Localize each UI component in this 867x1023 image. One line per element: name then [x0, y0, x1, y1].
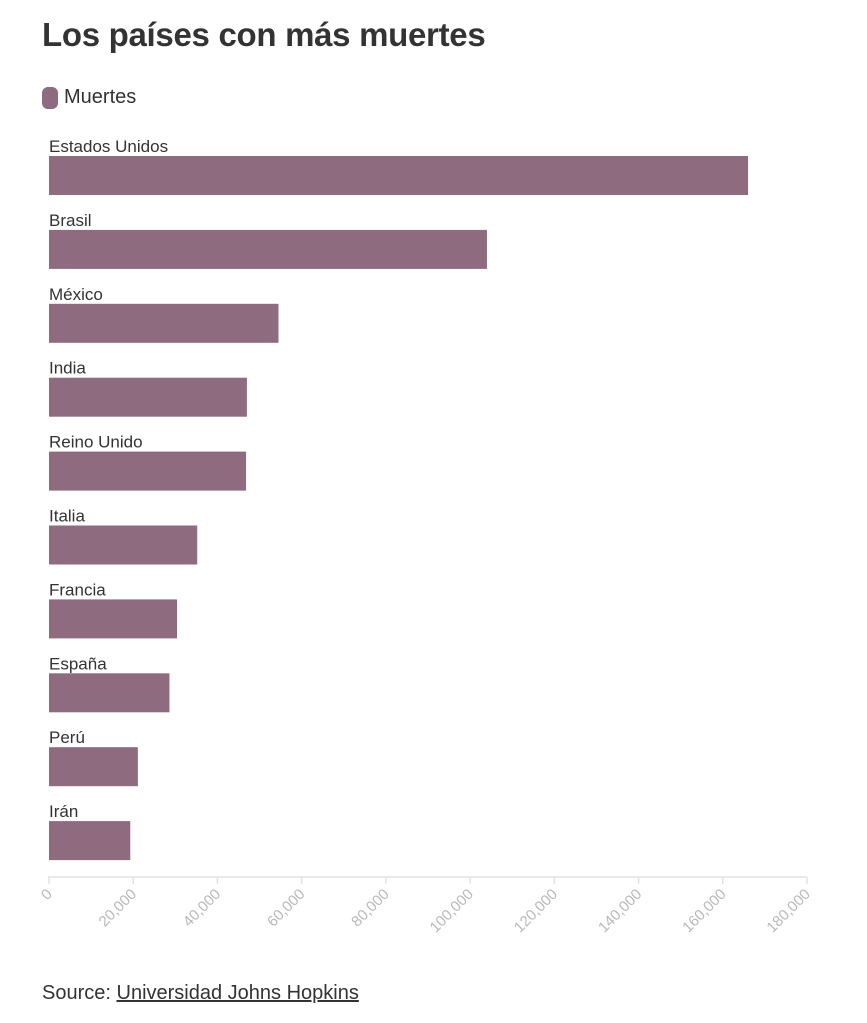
x-tick-label: 0	[38, 886, 56, 904]
category-label: Brasil	[49, 211, 92, 230]
x-tick-label: 80,000	[348, 886, 392, 930]
source-link[interactable]: Universidad Johns Hopkins	[116, 982, 359, 1004]
category-label: Estados Unidos	[49, 137, 168, 156]
x-tick-label: 60,000	[264, 886, 308, 930]
x-tick-label: 40,000	[180, 886, 224, 930]
source-line: Source: Universidad Johns Hopkins	[42, 982, 359, 1005]
bar	[49, 451, 247, 491]
category-label: Perú	[49, 728, 85, 747]
category-label: Reino Unido	[49, 433, 143, 452]
source-prefix: Source:	[42, 982, 111, 1004]
x-tick-label: 140,000	[595, 886, 645, 936]
bar	[49, 673, 170, 713]
bar-chart: Estados Unidos Brasil México India Reino Uni…	[38, 137, 814, 936]
bar	[49, 747, 138, 787]
legend: Muertes	[42, 86, 136, 109]
bar	[49, 525, 198, 565]
category-label: Irán	[49, 802, 78, 821]
category-label: España	[49, 654, 107, 673]
x-tick-label: 120,000	[511, 886, 561, 936]
category-label: México	[49, 285, 103, 304]
legend-swatch	[42, 86, 58, 109]
legend-label: Muertes	[64, 86, 137, 108]
x-tick-label: 100,000	[427, 886, 477, 936]
category-label: Francia	[49, 580, 106, 599]
bar	[49, 229, 487, 269]
chart-title: Los países con más muertes	[42, 16, 486, 53]
bar	[49, 599, 178, 639]
bar	[49, 303, 279, 343]
x-tick-label: 160,000	[679, 886, 729, 936]
bar	[49, 821, 131, 861]
category-label: India	[49, 359, 86, 378]
category-label: Italia	[49, 507, 85, 526]
x-tick-label: 20,000	[96, 886, 140, 930]
bar	[49, 156, 749, 195]
bar	[49, 377, 247, 417]
x-tick-label: 180,000	[763, 886, 813, 936]
